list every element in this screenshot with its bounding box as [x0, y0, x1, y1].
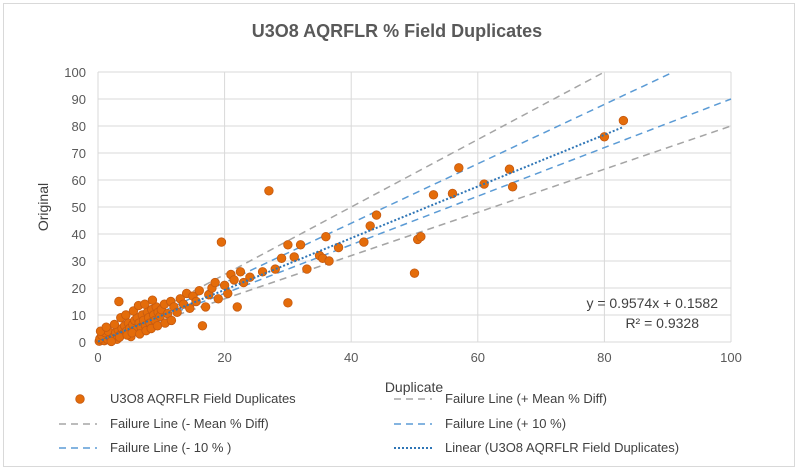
legend: U3O8 AQRFLR Field Duplicates Failure Line… [59, 391, 679, 455]
data-point [197, 321, 208, 331]
x-tick-label: 20 [217, 350, 231, 365]
data-point [200, 302, 211, 312]
x-axis-label: Duplicate [385, 379, 444, 395]
linear-trendline [97, 126, 624, 343]
legend-label: U3O8 AQRFLR Field Duplicates [110, 391, 296, 406]
data-point [324, 256, 334, 266]
legend-label: Failure Line (+ 10 %) [445, 416, 566, 431]
trendline-equation: y = 0.9574x + 0.1582 [586, 295, 718, 311]
y-tick-label: 80 [72, 119, 86, 134]
data-point [416, 231, 426, 242]
data-point [235, 267, 246, 277]
y-tick-label: 50 [72, 200, 86, 215]
data-point [302, 264, 312, 274]
y-tick-label: 70 [72, 146, 86, 161]
data-point [172, 307, 182, 318]
data-point [216, 237, 227, 247]
data-point [276, 253, 287, 263]
x-tick-label: 60 [471, 350, 485, 365]
data-point [504, 164, 515, 174]
x-tick-label: 100 [720, 350, 742, 365]
data-point [213, 294, 223, 304]
data-point [365, 221, 375, 231]
data-point [210, 277, 220, 288]
legend-label: Failure Line (+ Mean % Diff) [445, 391, 607, 406]
chart-title: U3O8 AQRFLR % Field Duplicates [252, 21, 542, 41]
y-tick-label: 0 [79, 335, 86, 350]
data-point [106, 336, 116, 347]
x-tick-label: 40 [344, 350, 358, 365]
data-point [194, 286, 204, 296]
y-tick-label: 90 [72, 92, 86, 107]
data-point [101, 322, 111, 332]
r-squared-label: R² = 0.9328 [625, 315, 699, 331]
legend-marker [75, 394, 85, 404]
y-tick-label: 60 [72, 173, 86, 188]
data-point [232, 302, 242, 312]
data-point [428, 190, 439, 200]
data-point [409, 268, 420, 278]
data-point [270, 264, 280, 274]
legend-label: Failure Line (- Mean % Diff) [110, 416, 269, 431]
data-point [283, 298, 293, 308]
y-tick-label: 20 [72, 281, 86, 296]
data-point [223, 288, 233, 299]
data-point [109, 319, 120, 330]
data-point [147, 295, 158, 305]
data-point [333, 242, 344, 253]
data-point [264, 186, 274, 196]
x-tick-label: 0 [94, 350, 101, 365]
y-tick-label: 30 [72, 254, 86, 269]
y-tick-label: 10 [72, 308, 86, 323]
data-point [229, 275, 239, 285]
data-point [295, 240, 306, 250]
data-point [454, 163, 464, 173]
data-point [599, 132, 610, 142]
data-point [321, 231, 331, 242]
data-point [289, 252, 299, 262]
data-point [257, 267, 268, 277]
legend-label: Linear (U3O8 AQRFLR Field Duplicates) [445, 440, 679, 455]
y-axis-label: Original [35, 183, 51, 231]
y-tick-label: 40 [72, 227, 86, 242]
data-point [140, 299, 150, 309]
chart-frame [3, 3, 795, 467]
data-point [166, 315, 177, 326]
failure-line [97, 98, 732, 343]
data-point [371, 210, 382, 220]
data-point [114, 296, 124, 307]
data-point [507, 182, 518, 192]
data-point [121, 310, 131, 320]
data-point [618, 115, 629, 126]
data-point [359, 237, 369, 247]
data-point [185, 303, 195, 313]
legend-label: Failure Line (- 10 % ) [110, 440, 231, 455]
y-tick-label: 100 [64, 65, 86, 80]
data-point [283, 240, 293, 250]
failure-line [97, 71, 674, 343]
x-tick-label: 80 [597, 350, 611, 365]
